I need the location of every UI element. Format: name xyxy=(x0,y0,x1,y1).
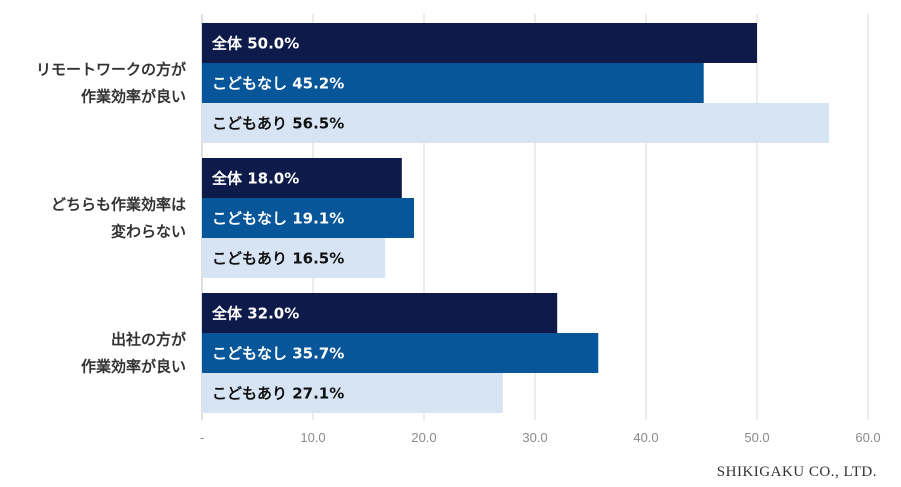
bar xyxy=(202,158,402,198)
bar xyxy=(202,103,830,143)
x-tick-label: 30.0 xyxy=(522,430,547,445)
x-tick-label: 10.0 xyxy=(300,430,325,445)
bar xyxy=(202,198,415,238)
bar xyxy=(202,373,503,413)
x-tick-label: 60.0 xyxy=(855,430,880,445)
x-tick-label: 40.0 xyxy=(633,430,658,445)
bar-data-label: こどもなし 35.7% xyxy=(212,345,344,363)
category-label: どちらも作業効率は xyxy=(51,196,186,214)
bar-data-label: こどもあり 56.5% xyxy=(212,115,344,133)
bar-data-label: 全体 18.0% xyxy=(211,170,299,188)
category-label: 出社の方が xyxy=(111,331,187,349)
bar-data-label: こどもなし 45.2% xyxy=(212,75,344,93)
credit-text: SHIKIGAKU CO., LTD. xyxy=(716,464,877,480)
category-label: 作業効率が良い xyxy=(81,358,186,376)
bar-data-label: こどもあり 16.5% xyxy=(212,250,344,268)
bar xyxy=(202,333,599,373)
bar xyxy=(202,238,386,278)
bars: 全体 50.0% こどもなし 45.2% こどもあり 56.5% 全体 18.0% こど… xyxy=(202,23,830,413)
x-axis-ticks: - 10.0 20.0 30.0 40.0 50.0 60.0 xyxy=(200,430,881,445)
category-labels: リモートワークの方が作業効率が良いどちらも作業効率は変わらない出社の方が作業効率… xyxy=(36,61,187,376)
category-label: リモートワークの方が xyxy=(36,61,187,79)
bar-data-label: 全体 50.0% xyxy=(211,35,299,53)
category-label: 作業効率が良い xyxy=(81,88,186,106)
bar-data-label: 全体 32.0% xyxy=(211,305,299,323)
bar-data-label: こどもあり 27.1% xyxy=(212,385,344,403)
bar xyxy=(202,23,757,63)
x-tick-label: - xyxy=(200,430,204,445)
x-tick-label: 50.0 xyxy=(744,430,769,445)
bar xyxy=(202,63,704,103)
bar xyxy=(202,293,558,333)
bar-data-label: こどもなし 19.1% xyxy=(212,210,344,228)
category-label: 変わらない xyxy=(111,223,186,241)
x-tick-label: 20.0 xyxy=(411,430,436,445)
